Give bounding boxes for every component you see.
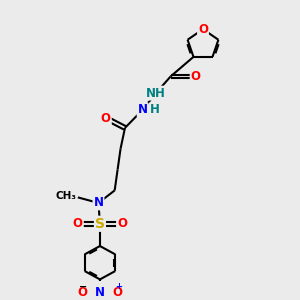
- Text: O: O: [77, 286, 87, 299]
- Text: O: O: [198, 23, 208, 36]
- Text: O: O: [101, 112, 111, 125]
- Text: +: +: [115, 282, 122, 291]
- Text: O: O: [73, 217, 83, 230]
- Text: N: N: [95, 286, 105, 299]
- Text: N: N: [138, 103, 148, 116]
- Text: −: −: [79, 281, 87, 291]
- Text: O: O: [112, 286, 123, 299]
- Text: N: N: [94, 196, 103, 209]
- Text: S: S: [95, 217, 105, 231]
- Text: O: O: [117, 217, 127, 230]
- Text: H: H: [150, 103, 160, 116]
- Text: NH: NH: [146, 87, 166, 100]
- Text: O: O: [190, 70, 201, 83]
- Text: CH₃: CH₃: [56, 191, 76, 201]
